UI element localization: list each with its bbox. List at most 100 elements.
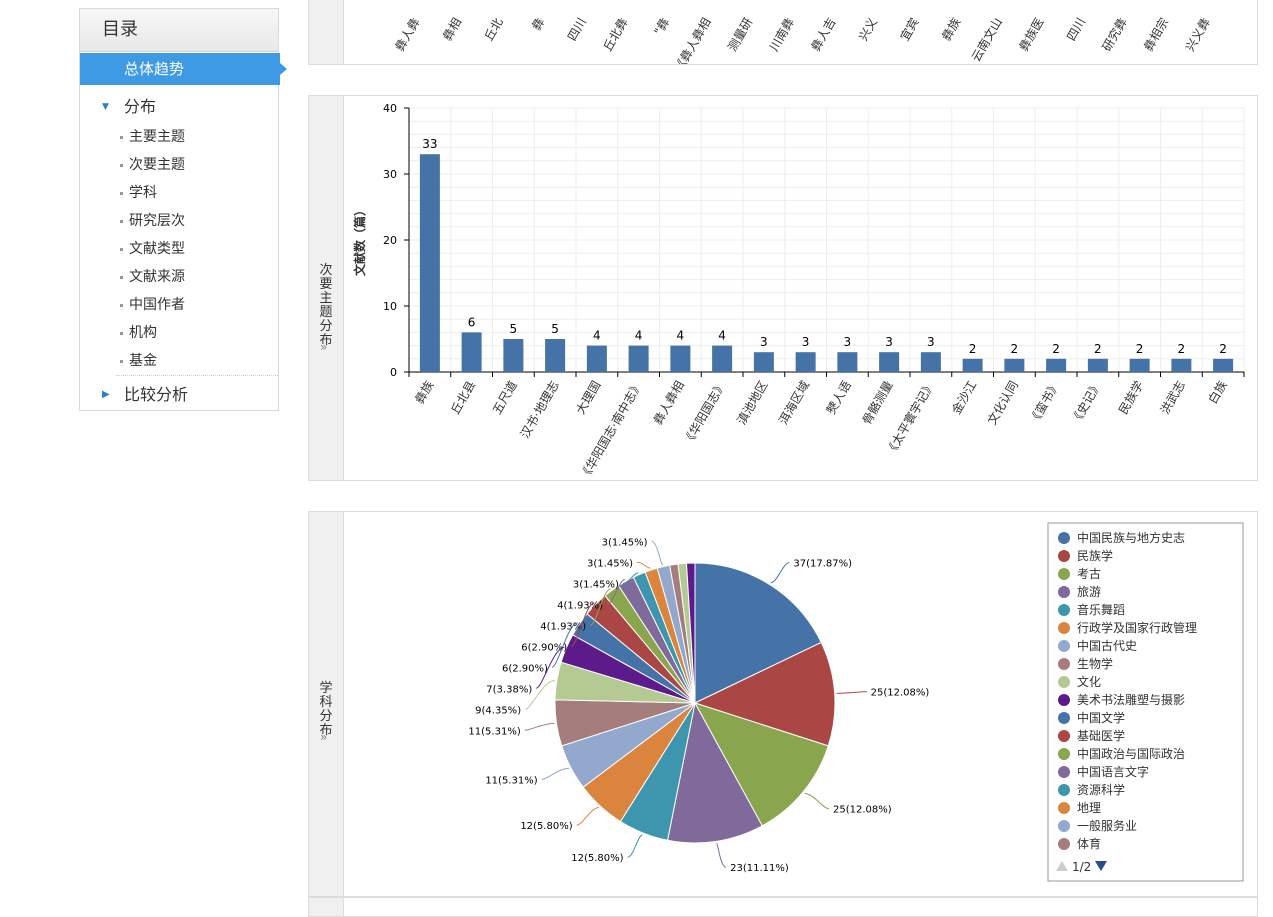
sidebar-item-minor-topic[interactable]: 次要主题	[120, 155, 185, 175]
pie-connector	[524, 722, 555, 731]
next-panel	[308, 897, 1258, 917]
bar	[753, 352, 774, 372]
bar-data-label: 4	[635, 329, 643, 343]
legend-item: 考古	[1077, 566, 1101, 581]
sidebar-item-chinese-author[interactable]: 中国作者	[120, 295, 185, 315]
legend-item: 中国语言文字	[1077, 764, 1149, 779]
x-tick-label: 彝族	[411, 378, 436, 406]
legend-marker	[1058, 748, 1070, 760]
top-tick-label: 云南文山	[968, 15, 1005, 64]
pie-data-label: 12(5.80%)	[520, 821, 572, 832]
bar-data-label: 4	[593, 329, 601, 343]
x-tick-label: 大理国	[573, 379, 603, 417]
bar-data-label: 4	[718, 329, 726, 343]
top-tick-label: 丘北彝	[600, 15, 631, 54]
x-tick-label: 汉书·地理志	[518, 379, 562, 441]
sidebar-title: 目录	[80, 9, 278, 52]
sidebar-item-fund[interactable]: 基金	[120, 351, 157, 371]
legend-item: 资源科学	[1077, 782, 1125, 797]
legend-item: 民族学	[1077, 548, 1113, 563]
pie-connector	[636, 561, 651, 569]
pie-slice	[693, 702, 829, 827]
double-chevron-icon: »	[320, 340, 328, 354]
sidebar-group-distribution[interactable]: ▼ 分布	[80, 95, 280, 119]
x-tick-label: 白族	[1205, 378, 1230, 406]
pie-slice	[685, 562, 696, 704]
subject-panel: 学科分布 » 37(17.87%) 25(12.08%) 25(12.08%) 23(…	[308, 511, 1258, 897]
legend-marker	[1058, 622, 1070, 634]
legend-marker	[1058, 838, 1070, 850]
legend-item: 基础医学	[1077, 728, 1125, 743]
legend-item: 生物学	[1077, 656, 1113, 671]
legend-prev-icon	[1056, 861, 1068, 871]
legend-marker	[1058, 550, 1070, 562]
x-tick-label: 骨骼测量	[859, 378, 896, 427]
sidebar-group-compare[interactable]: ▶ 比较分析	[80, 383, 280, 407]
legend-item: 行政学及国家行政管理	[1077, 620, 1197, 635]
bar-data-label: 3	[760, 335, 768, 349]
sidebar-item-overall-trend[interactable]: 总体趋势	[80, 53, 287, 85]
pie-data-label: 25(12.08%)	[871, 688, 930, 699]
pie-data-label: 3(1.45%)	[587, 558, 633, 569]
minor-topic-panel: 次要主题分布 » 0 10 20 30 40 文献数（篇） 33 彝族 6 丘北县 5 五尺道 5 汉书·…	[308, 95, 1258, 481]
sidebar-item-subject[interactable]: 学科	[120, 183, 157, 203]
x-tick-label: 五尺道	[490, 379, 520, 417]
x-tick-label: 民族学	[1115, 378, 1146, 417]
bar	[628, 345, 649, 372]
top-tick-label: 彝族医	[1016, 15, 1047, 54]
sidebar-item-major-topic[interactable]: 主要主题	[120, 127, 185, 147]
legend-item: 旅游	[1077, 585, 1101, 599]
sidebar-item-doc-source[interactable]: 文献来源	[120, 267, 185, 287]
legend-marker	[1058, 604, 1070, 616]
legend-item: 一般服务业	[1077, 818, 1137, 833]
pie-connector	[551, 622, 578, 668]
legend-marker	[1058, 568, 1070, 580]
bar	[419, 154, 440, 372]
sidebar-nav: 目录 总体趋势 ▼ 分布 主要主题 次要主题 学科 研究层次 文献类型 文献来源…	[79, 8, 287, 411]
pie-slice	[693, 641, 836, 747]
top-tick-label: 四川	[1064, 16, 1088, 44]
legend-marker	[1058, 586, 1070, 598]
bar	[962, 358, 983, 372]
panel-tab	[309, 898, 344, 916]
sidebar-item-institution[interactable]: 机构	[120, 323, 157, 343]
panel-tab-label: 次要主题分布	[319, 263, 333, 348]
bar	[1046, 358, 1067, 372]
sidebar-item-research-level[interactable]: 研究层次	[120, 211, 185, 231]
double-chevron-icon: »	[320, 730, 328, 744]
pie-data-label: 3(1.45%)	[602, 537, 648, 548]
legend-marker	[1058, 658, 1070, 670]
panel-tab-minor-topic[interactable]: 次要主题分布 »	[309, 96, 344, 480]
bar	[1004, 358, 1025, 372]
top-tick-label: 彝人彝	[392, 15, 423, 54]
bar	[1213, 358, 1234, 372]
caret-right-icon: ▶	[102, 389, 110, 400]
top-tick-label: 丘北	[482, 16, 506, 44]
bar-data-label: 3	[885, 335, 893, 349]
top-tick-label: 彝人吉	[808, 15, 839, 54]
bar-data-label: 5	[551, 322, 559, 336]
x-tick-label: 滇池地区	[734, 379, 770, 428]
top-tick-label: 四川	[565, 16, 589, 44]
top-tick-label: "彝	[650, 15, 672, 38]
bar	[712, 345, 733, 372]
x-tick-label: 丘北县	[448, 379, 478, 417]
legend-item: 中国文学	[1077, 710, 1125, 725]
x-tick-label: 《史记》	[1068, 379, 1104, 428]
legend-item: 地理	[1077, 801, 1101, 815]
bar-data-label: 3	[844, 335, 852, 349]
top-tick-label: 《彝人彝相	[671, 15, 714, 64]
x-tick-label: 僰人语	[824, 379, 854, 417]
panel-tab-subject[interactable]: 学科分布 »	[309, 512, 344, 896]
top-tick-label: 兴义	[856, 16, 880, 44]
sidebar-item-doc-type[interactable]: 文献类型	[120, 239, 185, 259]
pie-connector	[715, 842, 727, 868]
top-tick-label: 研究彝	[1099, 15, 1130, 54]
pie-data-label: 6(2.90%)	[521, 642, 567, 653]
bar-data-label: 2	[1011, 342, 1019, 356]
bar	[795, 352, 816, 372]
bar	[545, 339, 566, 372]
pie-slice	[694, 562, 822, 704]
top-tick-label: 彝相	[439, 15, 464, 43]
legend-item: 美术书法雕塑与摄影	[1077, 692, 1185, 707]
